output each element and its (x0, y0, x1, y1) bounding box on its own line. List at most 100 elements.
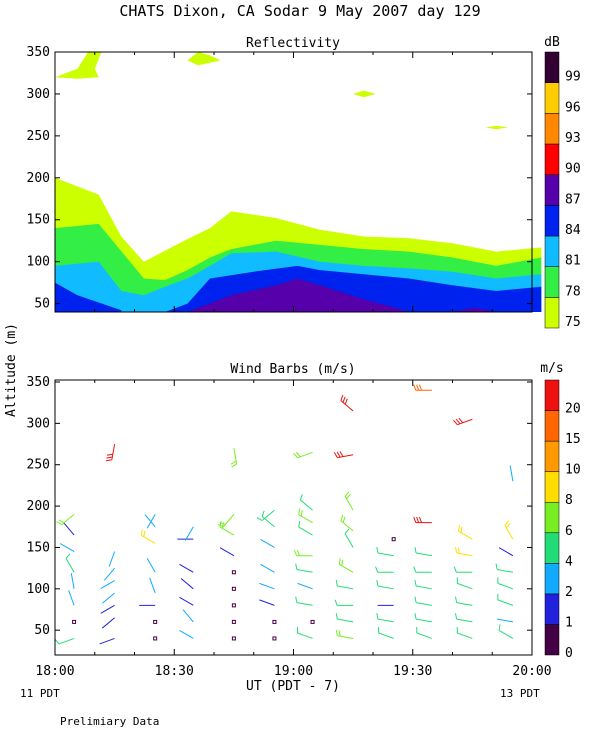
wind-barb (335, 629, 354, 639)
wind-barb (54, 637, 75, 645)
reflectivity-colorbar-label: 90 (565, 162, 581, 177)
calm-wind-marker (272, 619, 277, 624)
wind-y-tick-label: 200 (27, 499, 50, 514)
wind-barb (456, 626, 473, 639)
wind-barb (217, 514, 235, 528)
wind-barb (414, 580, 432, 590)
calm-wind-marker (310, 619, 315, 624)
reflectivity-colorbar-swatch (544, 51, 560, 83)
wind-barb (230, 448, 238, 468)
calm-wind-marker (391, 537, 396, 542)
calm-wind-marker (231, 586, 236, 591)
reflectivity-y-tick-label: 200 (27, 171, 50, 186)
reflectivity-colorbar-label: 96 (565, 100, 581, 115)
reflectivity-y-tick-label: 50 (34, 297, 50, 312)
wind-barb (376, 580, 394, 590)
reflectivity-colorbar-swatch (544, 266, 560, 298)
wind-barb (182, 609, 194, 623)
reflectivity-contour-87 (187, 278, 409, 312)
wind-barb (335, 613, 354, 623)
wind-barb (344, 528, 354, 548)
reflectivity-colorbar-label: 84 (565, 223, 581, 238)
reflectivity-y-tick-label: 100 (27, 255, 50, 270)
wind-barb (333, 451, 354, 459)
reflectivity-colorbar-label: 99 (565, 70, 581, 85)
preliminary-data-note: Prelimiary Data (60, 715, 159, 728)
reflectivity-panel: Reflectivity 50 100 150 200 250 300 350 dB 75 78… (27, 35, 581, 330)
reflectivity-contour-75 (485, 125, 509, 130)
wind-barb (56, 513, 75, 526)
wind-colorbar-label: 0 (565, 646, 573, 661)
wind-barb (65, 553, 75, 573)
wind-barb (102, 617, 115, 629)
wind-barb (414, 596, 432, 606)
reflectivity-y-tick-label: 150 (27, 213, 50, 228)
wind-barb (497, 618, 514, 623)
wind-colorbar-swatch (544, 440, 560, 472)
end-date-label: 13 PDT (500, 687, 540, 700)
calm-wind-marker (153, 636, 158, 641)
wind-barb (295, 596, 313, 606)
wind-colorbar-label: 2 (565, 585, 573, 600)
wind-barbs-panel: Wind Barbs (m/s) 5010015020025030035018:… (27, 361, 581, 679)
reflectivity-colorbar-label: 78 (565, 284, 581, 299)
reflectivity-contour-75 (55, 52, 102, 79)
wind-barb (149, 577, 156, 594)
wind-barb (70, 572, 75, 589)
reflectivity-colorbar-swatch (544, 143, 560, 175)
wind-barb (298, 508, 313, 524)
wind-barb (495, 563, 514, 573)
calm-wind-marker (231, 570, 236, 575)
wind-barb (504, 520, 514, 540)
reflectivity-colorbar-label: 93 (565, 131, 581, 146)
reflectivity-colorbar-label: 81 (565, 254, 581, 269)
wind-barb (509, 465, 514, 482)
y-axis-label: Altitude (m) (4, 323, 19, 417)
wind-barb (344, 491, 354, 511)
wind-barb (260, 563, 275, 573)
reflectivity-y-tick-label: 250 (27, 129, 50, 144)
wind-barb (100, 580, 115, 589)
wind-barb (59, 543, 75, 553)
wind-colorbar-label: 1 (565, 615, 573, 630)
wind-barb (179, 630, 194, 639)
reflectivity-y-tick-label: 300 (27, 87, 50, 102)
calm-wind-marker (72, 619, 77, 624)
wind-barb (219, 547, 235, 557)
calm-wind-marker (272, 636, 277, 641)
wind-barb (180, 578, 194, 590)
reflectivity-colorbar-swatch (544, 205, 560, 237)
wind-barb (413, 566, 432, 573)
wind-barb (260, 539, 275, 548)
wind-barb (497, 593, 514, 606)
reflectivity-contour-87 (452, 307, 497, 312)
wind-barb (498, 624, 514, 639)
wind-barb (376, 546, 394, 557)
wind-colorbar-swatch (544, 593, 560, 625)
reflectivity-contour-75 (187, 52, 221, 66)
calm-wind-marker (231, 636, 236, 641)
wind-barb (338, 558, 354, 573)
wind-barb (375, 566, 394, 573)
wind-y-tick-label: 100 (27, 582, 50, 597)
wind-x-tick-label: 19:00 (274, 664, 313, 679)
wind-colorbar-swatch (544, 624, 560, 656)
wind-barb (414, 546, 432, 557)
wind-barb (335, 580, 354, 590)
wind-y-tick-label: 50 (34, 623, 50, 638)
wind-barb (456, 577, 473, 590)
wind-barb (295, 563, 313, 573)
wind-y-tick-label: 150 (27, 540, 50, 555)
wind-barb (298, 521, 313, 536)
wind-y-tick-label: 350 (27, 375, 50, 390)
wind-barb (99, 637, 115, 645)
wind-colorbar-label: 6 (565, 524, 573, 539)
reflectivity-title: Reflectivity (246, 36, 340, 51)
figure-title: CHATS Dixon, CA Sodar 9 May 2007 day 129 (119, 2, 480, 20)
reflectivity-colorbar-swatch (544, 174, 560, 206)
wind-barb (340, 394, 354, 412)
wind-colorbar-swatch (544, 471, 560, 503)
reflectivity-colorbar-label: 75 (565, 315, 581, 330)
wind-barb (455, 596, 473, 606)
reflectivity-contour-84 (55, 282, 122, 312)
